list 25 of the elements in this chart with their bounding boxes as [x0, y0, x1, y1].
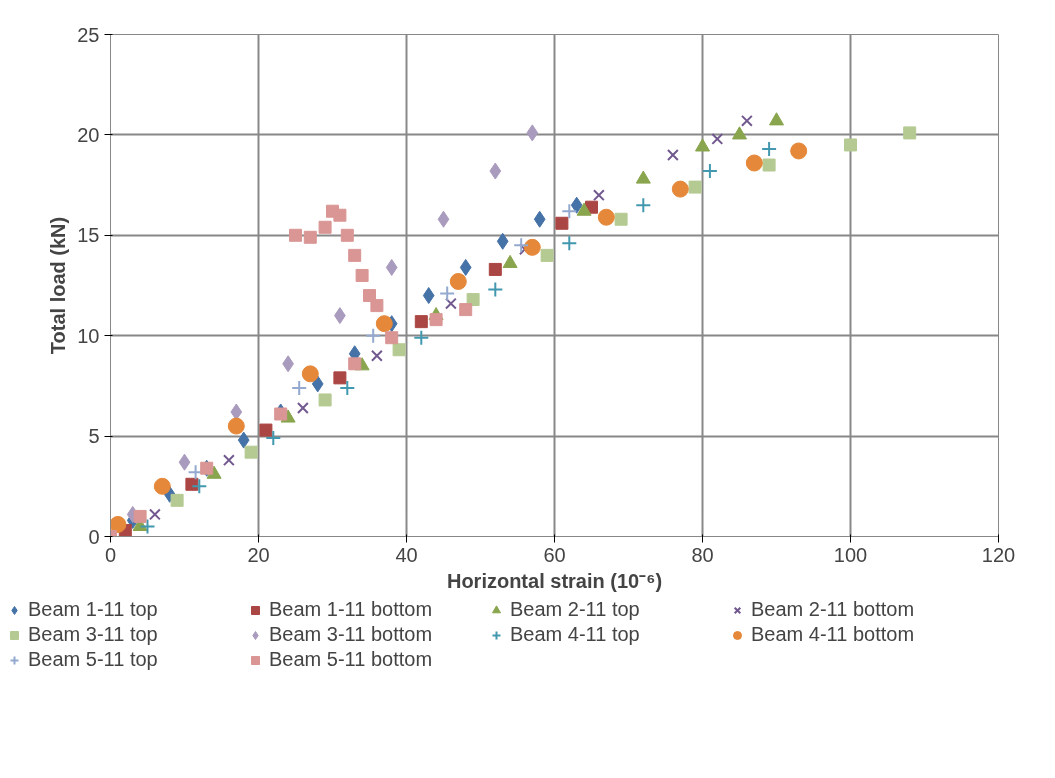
x-tick-label: 60	[543, 543, 566, 566]
legend-label: Beam 3-11 bottom	[269, 623, 434, 646]
y-tick-label: 0	[88, 525, 100, 548]
legend-label: Beam 3-11 top	[28, 623, 159, 646]
legend-label: Beam 5-11 bottom	[269, 648, 434, 671]
x-axis-title: Horizontal strain (10⁻⁶)	[446, 569, 663, 592]
y-tick-label: 15	[77, 224, 100, 247]
y-tick-label: 20	[77, 123, 100, 146]
legend-label: Beam 2-11 bottom	[751, 598, 916, 621]
x-tick-label: 20	[247, 543, 270, 566]
legend-label: Beam 2-11 top	[510, 598, 641, 621]
x-tick-label: 100	[833, 543, 868, 566]
legend-label: Beam 4-11 bottom	[751, 623, 916, 646]
legend-label: Beam 4-11 top	[510, 623, 641, 646]
y-tick-label: 5	[88, 425, 100, 448]
y-tick-label: 10	[77, 324, 100, 347]
x-tick-label: 40	[395, 543, 418, 566]
x-tick-label: 120	[981, 543, 1016, 566]
y-axis-title: Total load (kN)	[47, 216, 70, 355]
x-tick-label: 80	[691, 543, 714, 566]
x-tick-label: 0	[104, 543, 117, 566]
legend-label: Beam 1-11 bottom	[269, 598, 434, 621]
y-tick-label: 25	[77, 23, 100, 46]
legend-label: Beam 1-11 top	[28, 598, 159, 621]
legend-label: Beam 5-11 top	[28, 648, 159, 671]
